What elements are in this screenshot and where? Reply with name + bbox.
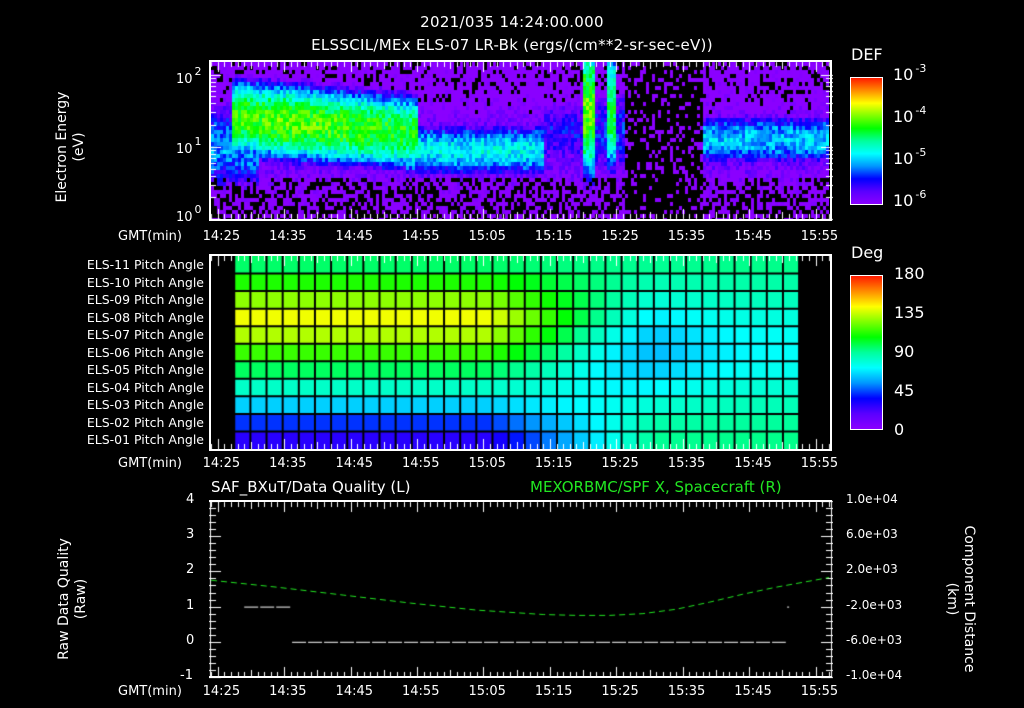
time-tick-1505: 15:05 <box>468 456 506 471</box>
energy-axis-label-line1: Electron Energy <box>54 91 70 203</box>
line-plot-frame <box>209 500 832 678</box>
quality-tick-1: 1 <box>186 597 195 613</box>
def-label-1e-5: 10 -5 <box>893 146 927 168</box>
plot-subtitle: ELSSCIL/MEx ELS-07 LR-Bk (ergs/(cm**2-sr… <box>311 36 713 54</box>
time-tick-1515: 15:15 <box>534 229 573 244</box>
distance-tick-6.0e+03: 6.0e+03 <box>846 527 898 542</box>
def-label-1e-4: 10 -4 <box>893 104 927 126</box>
time-tick-1555: 15:55 <box>800 684 839 699</box>
quality-tick-2: 2 <box>186 562 195 578</box>
deg-label-135: 135 <box>894 303 925 322</box>
time-tick-1455: 14:55 <box>402 456 440 471</box>
time-tick-1535: 15:35 <box>667 229 706 244</box>
energy-tick-100: 102 <box>176 65 202 87</box>
quality-tick--1: -1 <box>180 668 193 683</box>
deg-label-180: 180 <box>894 264 925 283</box>
time-tick-1525: 15:25 <box>601 684 639 699</box>
energy-tick-10: 101 <box>176 135 202 157</box>
time-axis-label-2: GMT(min) <box>118 456 182 471</box>
time-tick-1505: 15:05 <box>468 229 506 244</box>
distance-axis-label: Component Distance (km) <box>943 504 977 694</box>
time-tick-1455: 14:55 <box>402 684 440 699</box>
spectrogram-ticks <box>209 60 833 221</box>
time-tick-1555: 15:55 <box>800 229 839 244</box>
def-colorbar <box>850 77 883 205</box>
time-tick-1455: 14:55 <box>402 229 440 244</box>
channel-label-els-10: ELS-10 Pitch Angle <box>86 274 204 290</box>
energy-axis-label: Electron Energy (eV) <box>54 72 88 222</box>
left-series-title: SAF_BXuT/Data Quality (L) <box>211 478 411 496</box>
pitch-angle-frame <box>209 254 832 451</box>
time-tick-1505: 15:05 <box>468 684 506 699</box>
pitch-angle-grid <box>211 256 831 449</box>
time-tick-1545: 15:45 <box>734 684 772 699</box>
time-tick-1525: 15:25 <box>601 229 639 244</box>
quality-tick-3: 3 <box>186 527 195 543</box>
time-tick-1435: 14:35 <box>269 684 307 699</box>
channel-label-els-09: ELS-09 Pitch Angle <box>86 292 204 308</box>
channel-label-els-03: ELS-03 Pitch Angle <box>86 397 204 413</box>
time-tick-1535: 15:35 <box>667 684 706 699</box>
quality-axis-label: Raw Data Quality (Raw) <box>56 514 90 684</box>
channel-label-els-08: ELS-08 Pitch Angle <box>86 309 204 325</box>
deg-label-45: 45 <box>894 381 915 400</box>
quality-tick-0: 0 <box>186 632 195 648</box>
right-series-title: MEXORBMC/SPF X, Spacecraft (R) <box>530 478 782 496</box>
time-tick-1545: 15:45 <box>734 229 772 244</box>
quality-tick-4: 4 <box>186 492 195 507</box>
time-tick-1435: 14:35 <box>269 456 307 471</box>
channel-label-els-04: ELS-04 Pitch Angle <box>86 379 204 395</box>
time-tick-1515: 15:15 <box>534 684 573 699</box>
quality-axis-label-line2: (Raw) <box>73 578 89 620</box>
distance-tick-1.0e+04: 1.0e+04 <box>846 492 898 506</box>
spectrogram-frame <box>209 60 832 221</box>
distance-axis-label-line2: (km) <box>944 582 960 616</box>
channel-label-els-05: ELS-05 Pitch Angle <box>86 362 204 378</box>
channel-label-els-06: ELS-06 Pitch Angle <box>86 344 204 360</box>
deg-colorbar-title: Deg <box>851 243 884 262</box>
time-tick-1445: 14:45 <box>335 229 374 244</box>
time-tick-1425: 14:25 <box>202 456 241 471</box>
distance-tick-2.0e+03: 2.0e+03 <box>846 562 898 577</box>
deg-colorbar <box>850 275 883 430</box>
distance-axis-label-line1: Component Distance <box>961 525 977 673</box>
time-tick-1445: 14:45 <box>335 684 374 699</box>
def-label-1e-6: 10 -6 <box>893 188 927 210</box>
energy-axis-label-line2: (eV) <box>71 132 87 162</box>
distance-tick--1.0e+04: -1.0e+04 <box>846 668 903 682</box>
channel-label-els-11: ELS-11 Pitch Angle <box>86 257 204 272</box>
quality-distance-plot <box>209 500 833 680</box>
quality-axis-label-line1: Raw Data Quality <box>56 538 72 660</box>
time-axis-label-3: GMT(min) <box>118 684 182 699</box>
def-label-1e-3: 10 -3 <box>893 62 927 84</box>
time-tick-1445: 14:45 <box>335 456 374 471</box>
plot-datetime: 2021/035 14:24:00.000 <box>420 13 604 31</box>
def-colorbar-title: DEF <box>851 45 883 64</box>
time-tick-1525: 15:25 <box>601 456 639 471</box>
channel-label-els-01: ELS-01 Pitch Angle <box>86 432 204 448</box>
time-tick-1425: 14:25 <box>202 684 241 699</box>
channel-label-els-02: ELS-02 Pitch Angle <box>86 414 204 430</box>
time-axis-label-1: GMT(min) <box>118 229 182 244</box>
time-tick-1555: 15:55 <box>800 456 839 471</box>
deg-label-90: 90 <box>894 342 915 361</box>
channel-label-els-07: ELS-07 Pitch Angle <box>86 327 204 343</box>
time-tick-1425: 14:25 <box>202 229 241 244</box>
deg-label-0: 0 <box>894 420 905 439</box>
time-tick-1535: 15:35 <box>667 456 706 471</box>
time-tick-1435: 14:35 <box>269 229 307 244</box>
distance-tick--6.0e+03: -6.0e+03 <box>846 632 903 647</box>
time-tick-1515: 15:15 <box>534 456 573 471</box>
distance-tick--2.0e+03: -2.0e+03 <box>846 597 903 612</box>
energy-tick-1: 100 <box>176 203 202 225</box>
time-tick-1545: 15:45 <box>734 456 772 471</box>
